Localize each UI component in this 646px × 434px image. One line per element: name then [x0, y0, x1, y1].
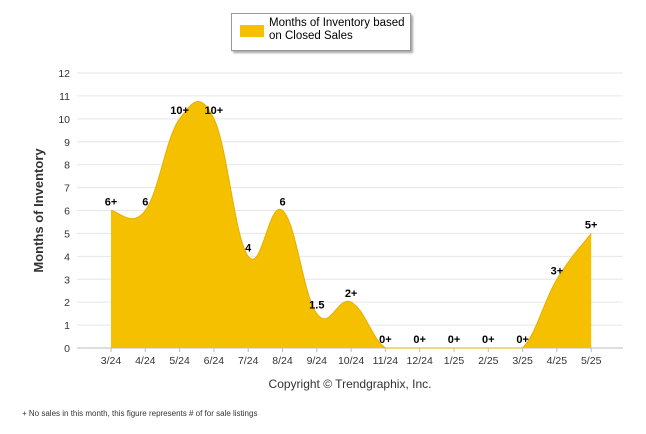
x-tick-label: 11/24: [373, 355, 399, 367]
x-tick-label: 3/25: [512, 355, 533, 367]
y-tick-label: 7: [64, 183, 70, 195]
x-tick-label: 7/24: [238, 355, 259, 367]
data-label: 0+: [482, 334, 495, 346]
x-tick-label: 1/25: [444, 355, 465, 367]
y-tick-label: 9: [64, 137, 70, 149]
x-tick-label: 2/25: [478, 355, 499, 367]
y-tick-label: 1: [64, 320, 70, 332]
x-tick-label: 5/24: [169, 355, 190, 367]
x-tick-label: 10/24: [338, 355, 364, 367]
data-label: 0+: [448, 334, 461, 346]
series-area: [111, 101, 592, 348]
data-label: 6+: [105, 197, 118, 209]
data-label: 6: [279, 197, 285, 209]
x-tick-label: 3/24: [101, 355, 122, 367]
data-label: 0+: [516, 334, 529, 346]
x-tick-label: 5/25: [581, 355, 602, 367]
y-tick-label: 8: [64, 160, 70, 172]
x-tick-label: 9/24: [307, 355, 328, 367]
data-label: 0+: [413, 334, 426, 346]
data-label: 1.5: [309, 300, 324, 312]
y-tick-label: 11: [59, 91, 70, 103]
series-line: [110, 100, 592, 349]
data-label: 3+: [551, 265, 564, 277]
y-tick-label: 0: [64, 343, 70, 355]
y-tick-label: 4: [64, 251, 70, 263]
y-tick-label: 12: [58, 68, 70, 80]
footnote-text: + No sales in this month, this figure re…: [22, 409, 258, 418]
copyright-text: Copyright © Trendgraphix, Inc.: [268, 377, 432, 391]
y-tick-label: 3: [64, 274, 70, 286]
data-label: 10+: [170, 105, 189, 117]
y-axis-title: Months of Inventory: [31, 148, 46, 273]
data-label: 0+: [379, 334, 392, 346]
data-label: 10+: [205, 105, 224, 117]
legend-label: Months of Inventory based on Closed Sale…: [269, 17, 405, 42]
x-tick-label: 4/25: [547, 355, 568, 367]
data-label: 2+: [345, 288, 358, 300]
y-tick-label: 2: [64, 297, 70, 309]
y-tick-label: 6: [64, 206, 70, 218]
y-tick-label: 5: [64, 228, 70, 240]
x-tick-label: 8/24: [272, 355, 293, 367]
y-tick-label: 10: [58, 114, 70, 126]
x-tick-label: 6/24: [204, 355, 225, 367]
data-label: 6: [142, 197, 148, 209]
data-label: 4: [245, 242, 252, 254]
x-tick-label: 12/24: [407, 355, 433, 367]
data-label: 5+: [585, 219, 598, 231]
legend: Months of Inventory based on Closed Sale…: [231, 13, 411, 51]
legend-swatch: [240, 25, 264, 37]
x-tick-label: 4/24: [135, 355, 156, 367]
